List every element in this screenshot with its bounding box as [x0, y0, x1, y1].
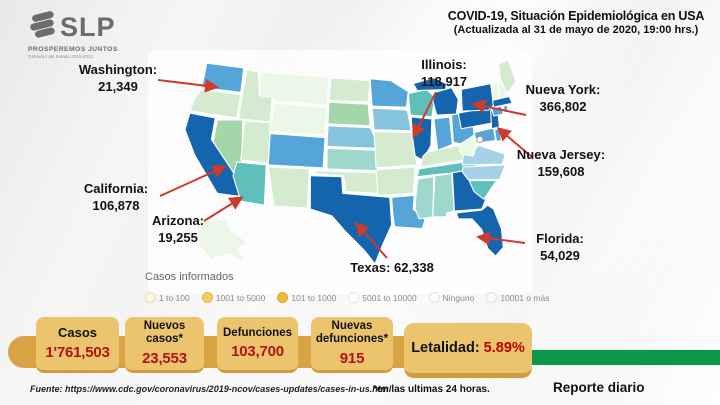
state-ks — [326, 147, 379, 172]
state-nd — [328, 77, 371, 103]
us-choropleth-map — [184, 59, 517, 265]
callout-arizona: Arizona: 19,255 — [152, 213, 204, 245]
state-wv — [457, 136, 479, 157]
state-nm — [267, 166, 310, 209]
stat-box-casos: Casos 1'761,503 — [36, 317, 119, 373]
state-mn — [369, 78, 409, 108]
state-co — [267, 133, 326, 169]
callout-california: California: 106,878 — [83, 181, 149, 213]
state-me — [497, 59, 517, 94]
state-wy — [269, 102, 328, 137]
green-accent-bar — [528, 350, 720, 365]
logo-subtext: Gobierno del Estado 2015-2021 — [28, 54, 94, 59]
legend-item: 5001 to 10000 — [348, 292, 417, 303]
state-ak — [195, 218, 250, 263]
stat-box-nuevas-defunciones: Nuevas defunciones* 915 — [311, 317, 393, 373]
legend-swatch — [277, 292, 289, 303]
state-nc — [461, 164, 506, 181]
legend-swatch — [428, 292, 440, 303]
logo-brand-text: SLP — [60, 12, 116, 42]
slide-title-block: COVID-19, Situación Epidemiológica en US… — [438, 9, 714, 36]
state-la — [391, 194, 426, 230]
dc-marker — [476, 135, 484, 144]
source-url-text: Fuente: https://www.cdc.gov/coronavirus/… — [30, 384, 392, 394]
state-or — [189, 88, 242, 119]
state-mt — [258, 71, 330, 106]
footnote-text: *en las ultimas 24 horas. — [373, 384, 490, 395]
letalidad-box: Letalidad: 5.89% — [404, 323, 532, 378]
legend-swatch — [348, 292, 360, 303]
map-legend: Casos informados 1 to 100 1001 to 5000 1… — [145, 271, 549, 303]
page-title: COVID-19, Situación Epidemiológica en US… — [447, 9, 705, 23]
logo-tagline: PROSPEREMOS JUNTOS — [28, 46, 118, 53]
report-type-label: Reporte diario — [553, 380, 645, 395]
state-fl — [455, 204, 504, 257]
stat-box-nuevos-casos: Nuevos casos* 23,553 — [125, 317, 204, 373]
callout-nueva-york: Nueva York: 366,802 — [525, 82, 601, 114]
state-wa — [201, 62, 245, 94]
legend-item: 1001 to 5000 — [201, 292, 265, 303]
state-ms — [414, 176, 435, 220]
page-subtitle: (Actualizada al 31 de mayo de 2020, 19:0… — [453, 24, 699, 36]
callout-texas: Texas: 62,338 — [350, 260, 434, 275]
legend-item: Ninguno — [428, 292, 474, 303]
state-mo — [373, 131, 418, 169]
state-sc — [468, 180, 498, 200]
callout-florida: Florida: 54,029 — [536, 231, 584, 263]
stat-box-defunciones: Defunciones 103,700 — [217, 317, 298, 373]
legend-swatch — [145, 292, 156, 303]
state-sd — [327, 101, 371, 127]
legend-swatch — [486, 292, 498, 303]
state-in — [433, 116, 453, 151]
state-wi — [407, 88, 436, 118]
callout-washington: Washington: 21,349 — [78, 62, 158, 94]
legend-swatch — [201, 292, 213, 303]
callout-nueva-jersey: Nueva Jersey: 159,608 — [516, 147, 606, 179]
state-id — [238, 69, 273, 123]
state-ne — [326, 125, 377, 149]
state-ia — [371, 107, 412, 132]
state-al — [432, 173, 455, 218]
callout-illinois: Illinois: 118,917 — [420, 57, 468, 89]
legend-item: 101 to 1000 — [277, 292, 336, 303]
state-ar — [375, 166, 416, 196]
legend-item: 1 to 100 — [145, 292, 190, 303]
legend-item: 10001 o más — [486, 292, 549, 303]
state-az — [232, 161, 267, 206]
legend-title: Casos informados — [145, 271, 234, 283]
slp-logo: SLP PROSPEREMOS JUNTOS Gobierno del Esta… — [28, 10, 138, 59]
slp-swirl-icon — [28, 10, 60, 45]
state-ut — [240, 120, 271, 164]
